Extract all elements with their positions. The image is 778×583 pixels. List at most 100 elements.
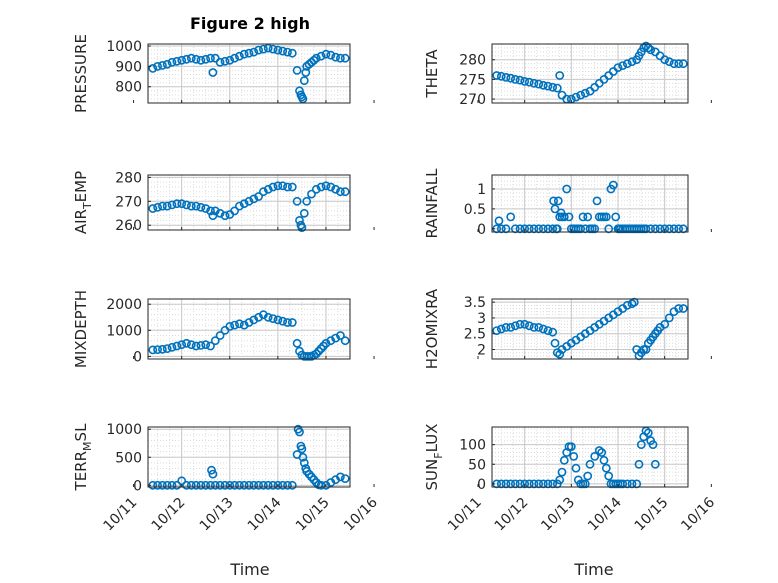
data-point [191,201,201,211]
data-point [580,88,590,98]
data-point [340,336,350,346]
data-point [564,212,574,222]
data-point [569,451,579,461]
data-point [643,428,653,438]
data-point [650,459,660,469]
y-tick-label: 280 [459,53,486,69]
x-tick-label: 10/12 [492,495,532,535]
data-point [177,55,187,65]
axes-box [491,174,689,233]
data-point [501,322,511,332]
data-point [321,49,331,59]
data-point [244,480,254,490]
data-point [496,71,506,81]
data-point [515,75,525,85]
data-point [268,314,278,323]
data-point [636,440,646,449]
data-point [208,68,218,77]
y-tick-label: 1000 [106,323,142,339]
data-point [622,59,632,69]
data-point [258,44,268,54]
data-point [186,340,196,350]
data-point [273,45,283,55]
data-point [206,53,215,63]
data-point [601,212,611,222]
data-point [191,341,201,351]
data-point [230,53,239,63]
data-point [555,475,565,485]
data-point [201,204,211,213]
data-point [234,319,244,329]
data-point [153,62,162,71]
data-point [553,196,563,206]
x-tick-label: 10/13 [538,495,578,535]
data-point [316,344,326,353]
data-point [335,53,345,63]
data-point [583,212,593,222]
data-point [648,440,658,449]
data-point [191,54,201,64]
data-point [287,480,297,490]
data-point [594,446,604,455]
data-point [249,194,259,204]
data-point [249,480,259,490]
y-tick-label: 2.5 [464,327,486,343]
data-point [249,47,259,57]
y-axis-label: TERRMSL [72,423,94,492]
data-point [335,331,345,340]
x-tick-label: 10/16 [341,494,381,534]
data-point [234,480,244,490]
data-point [268,480,278,490]
data-point [299,208,309,218]
data-point [162,344,172,353]
y-axis-label: AIRTEMP [72,171,94,234]
y-tick-label: 100 [459,438,486,454]
y-tick-label: 800 [115,80,142,96]
data-point [678,59,688,69]
data-point [254,480,263,490]
data-point [196,480,206,490]
data-point [157,61,167,70]
axes-box [147,174,351,231]
data-point [230,320,239,330]
data-point [206,206,215,216]
data-point [538,80,548,90]
data-point [548,82,558,92]
data-point [299,458,309,468]
data-point [678,304,688,313]
data-point [524,321,534,331]
x-tick-label: 10/11 [445,495,485,535]
data-point [177,340,187,350]
y-tick-label: 2000 [106,297,142,313]
data-point [571,92,581,102]
data-point [297,223,307,232]
data-point [660,319,670,329]
data-point [520,319,530,329]
data-point [543,81,553,91]
data-point [215,331,225,340]
data-point [674,304,684,313]
data-point [162,59,172,69]
y-axis-label: RAINFALL [423,168,441,239]
y-tick-label: 275 [459,72,486,88]
data-point [225,480,235,490]
data-point [215,480,225,490]
data-point [316,182,326,192]
x-axis-label-left: Time [229,560,269,579]
data-point [182,480,191,490]
data-point [529,322,539,332]
data-point [311,349,321,359]
data-point [506,322,516,332]
data-point [239,480,249,490]
data-point [331,52,340,62]
subplot-1: 800 900 1000 PRESSURE [72,34,375,113]
y-tick-label: 0.5 [464,202,486,218]
y-tick-label: 3.5 [464,295,486,311]
data-point [543,326,553,335]
data-point [524,77,534,87]
data-point [549,196,558,206]
figure-title: Figure 2 high [190,14,310,33]
data-point [674,59,684,69]
data-point [244,48,254,58]
data-point [340,474,350,483]
